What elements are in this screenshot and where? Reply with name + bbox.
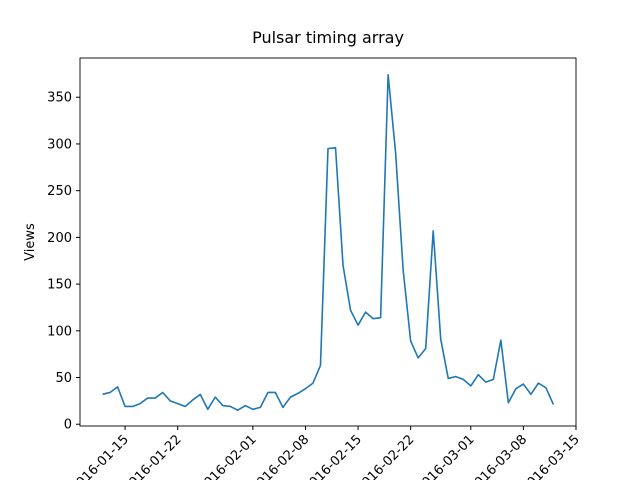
chart-title: Pulsar timing array [252,28,404,47]
y-tick-label: 100 [47,324,72,339]
y-axis-label: Views [23,223,38,261]
y-tick-label: 0 [64,418,72,433]
y-tick-label: 250 [47,184,72,199]
plot-frame [79,57,577,427]
y-tick-label: 50 [55,371,72,386]
y-tick-label: 200 [47,231,72,246]
y-tick-label: 150 [47,278,72,293]
y-tick-label: 350 [47,91,72,106]
y-tick-label: 300 [47,137,72,152]
line [102,74,555,412]
